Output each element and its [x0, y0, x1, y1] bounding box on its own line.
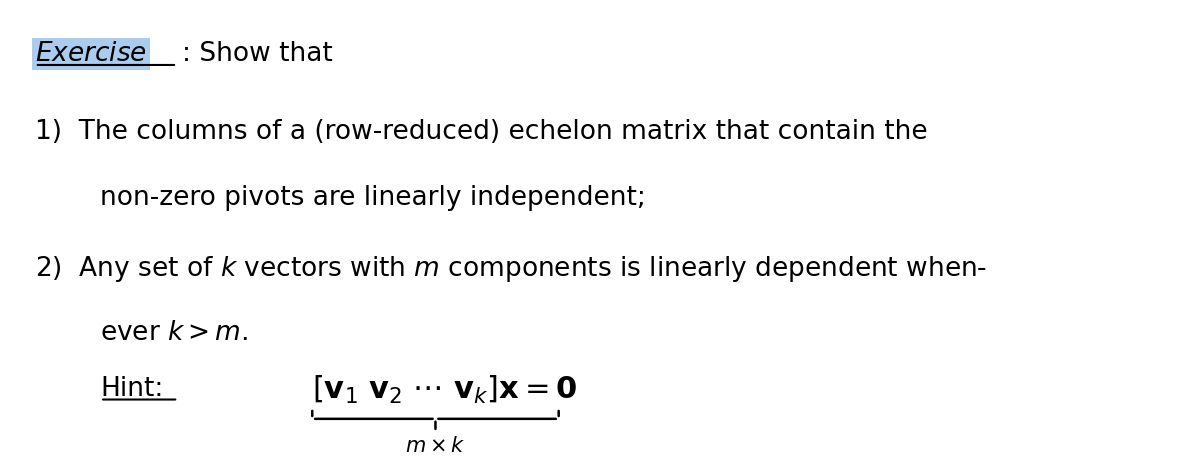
Text: $\left[\mathbf{v}_1\ \mathbf{v}_2\ \cdots\ \mathbf{v}_k\right]\mathbf{x} = \math: $\left[\mathbf{v}_1\ \mathbf{v}_2\ \cdot… [312, 374, 577, 406]
Text: : Show that: : Show that [181, 41, 332, 67]
Text: $\mathit{Exercise}$: $\mathit{Exercise}$ [35, 41, 146, 67]
Text: ever $k > m$.: ever $k > m$. [101, 320, 248, 346]
Text: 2)  Any set of $k$ vectors with $m$ components is linearly dependent when-: 2) Any set of $k$ vectors with $m$ compo… [35, 254, 988, 284]
Text: $m\times k$: $m\times k$ [406, 436, 466, 456]
Text: Hint:: Hint: [101, 376, 163, 402]
Text: non-zero pivots are linearly independent;: non-zero pivots are linearly independent… [101, 185, 646, 211]
Text: 1)  The columns of a (row-reduced) echelon matrix that contain the: 1) The columns of a (row-reduced) echelo… [35, 119, 928, 145]
